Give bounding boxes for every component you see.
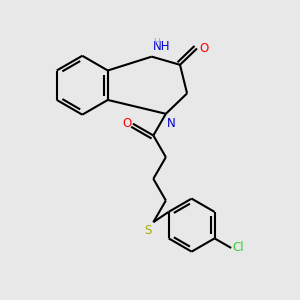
- Text: S: S: [145, 224, 152, 237]
- Text: NH: NH: [153, 40, 171, 53]
- Text: H: H: [153, 38, 160, 46]
- Text: O: O: [122, 117, 131, 130]
- Text: Cl: Cl: [232, 242, 244, 254]
- Text: N: N: [167, 117, 176, 130]
- Text: O: O: [199, 42, 208, 55]
